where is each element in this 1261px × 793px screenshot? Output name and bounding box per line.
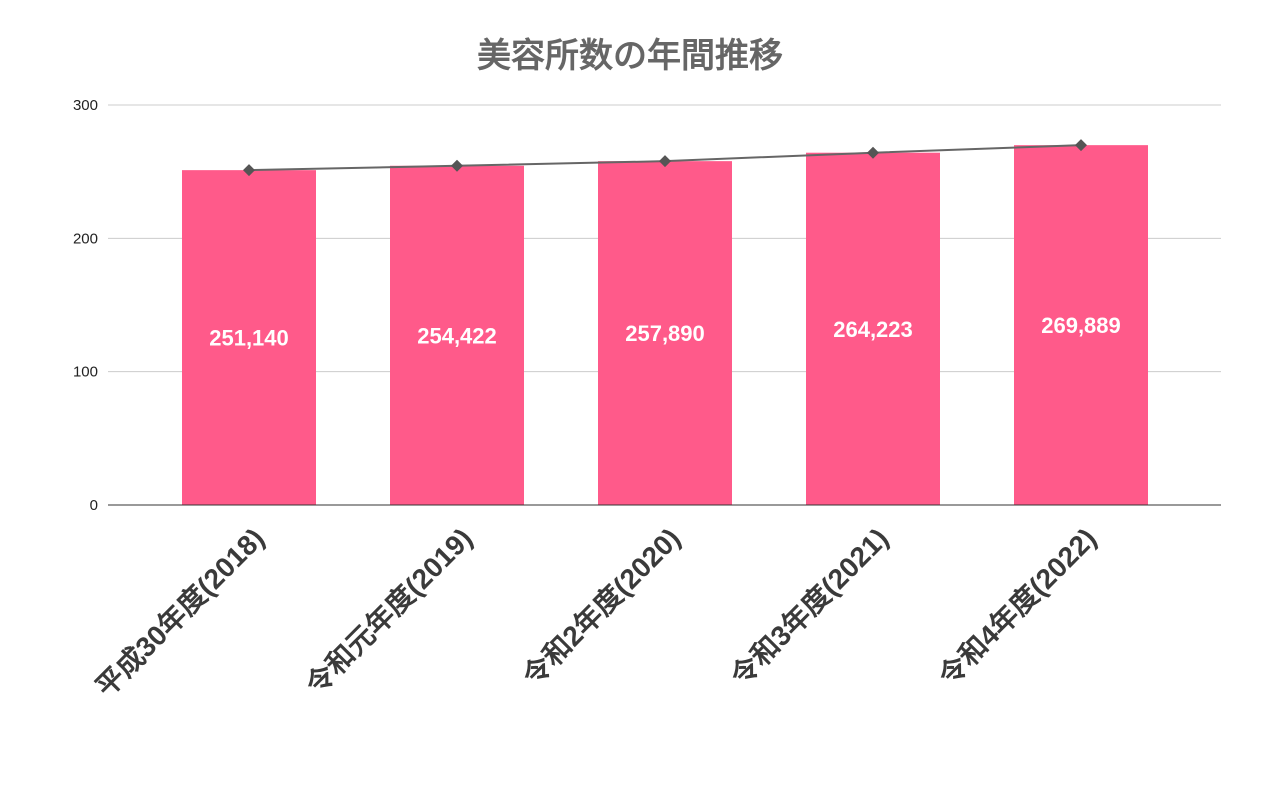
line-marker bbox=[867, 146, 879, 159]
bar bbox=[1014, 145, 1148, 505]
y-axis-tick-labels: 0 100 200 300 bbox=[73, 97, 98, 514]
bar-data-label: 264,223 bbox=[833, 317, 913, 342]
x-tick-label: 令和元年度(2019) bbox=[299, 522, 478, 701]
line-series bbox=[243, 139, 1087, 177]
bar-data-label: 254,422 bbox=[417, 323, 497, 348]
y-tick-label: 300 bbox=[73, 97, 98, 114]
chart-title: 美容所数の年間推移 bbox=[477, 37, 783, 75]
bar-data-label: 269,889 bbox=[1041, 313, 1121, 338]
bar bbox=[182, 170, 316, 505]
x-axis-tick-labels: 平成30年度(2018) 令和元年度(2019) 令和2年度(2020) 令和3年度(… bbox=[89, 522, 1102, 703]
bar-data-label: 251,140 bbox=[209, 326, 289, 351]
line-marker bbox=[243, 164, 255, 177]
line-marker bbox=[1075, 139, 1087, 152]
bar bbox=[598, 161, 732, 505]
bars bbox=[182, 145, 1148, 505]
y-tick-label: 100 bbox=[73, 364, 98, 381]
x-tick-label: 令和2年度(2020) bbox=[516, 522, 686, 692]
bar-data-labels: 251,140 254,422 257,890 264,223 269,889 bbox=[209, 313, 1121, 350]
x-tick-label: 平成30年度(2018) bbox=[89, 522, 270, 703]
bar bbox=[390, 165, 524, 505]
bar-data-label: 257,890 bbox=[625, 321, 705, 346]
bar bbox=[806, 152, 940, 505]
x-tick-label: 令和3年度(2021) bbox=[724, 522, 894, 692]
x-tick-label: 令和4年度(2022) bbox=[932, 522, 1102, 692]
line-marker bbox=[659, 155, 671, 168]
y-tick-label: 200 bbox=[73, 230, 98, 247]
line-marker bbox=[451, 159, 463, 172]
y-tick-label: 0 bbox=[90, 497, 98, 514]
